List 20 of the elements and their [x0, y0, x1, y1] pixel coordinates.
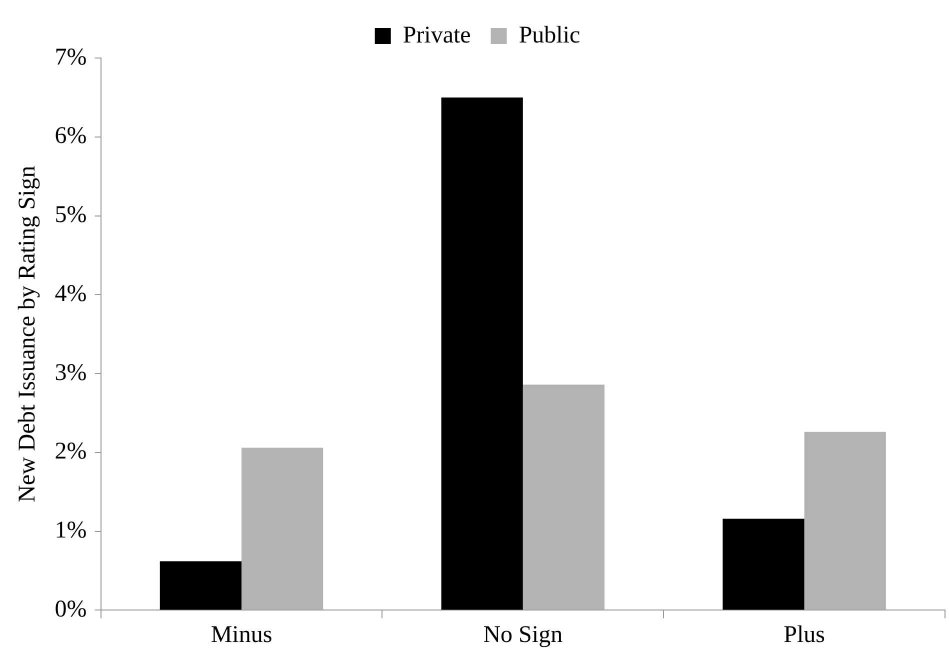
y-tick-label: 4%: [54, 280, 87, 307]
y-tick-label: 6%: [54, 123, 87, 150]
legend-label: Public: [518, 22, 580, 48]
x-tick-label: No Sign: [483, 622, 563, 648]
y-tick-label: 0%: [54, 596, 87, 622]
bar: [522, 384, 605, 610]
bar: [722, 518, 804, 610]
y-tick-label: 5%: [54, 202, 87, 228]
y-tick-label: 3%: [54, 360, 87, 386]
y-tick-label: 1%: [54, 518, 87, 544]
bar: [441, 97, 523, 610]
y-axis-title: New Debt Issuance by Rating Sign: [14, 166, 41, 502]
legend-label: Private: [402, 22, 471, 48]
y-tick-label: 7%: [54, 44, 87, 70]
y-tick-label: 2%: [54, 438, 87, 465]
bar: [804, 432, 886, 610]
bar: [160, 561, 242, 610]
x-tick-label: Plus: [784, 622, 825, 648]
x-tick-label: Minus: [210, 622, 272, 648]
bar: [241, 448, 324, 610]
